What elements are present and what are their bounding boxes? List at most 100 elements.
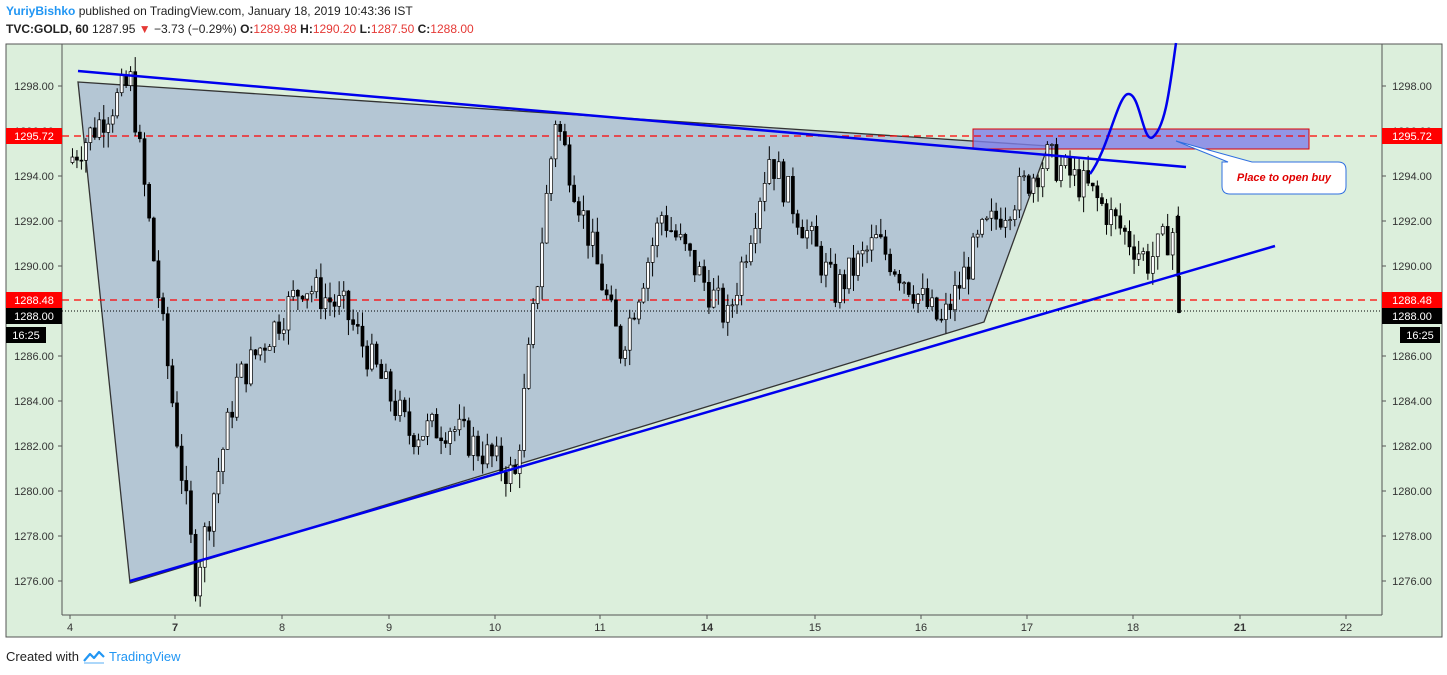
candle-body <box>948 303 953 311</box>
candle-body <box>452 429 457 432</box>
candle-body <box>175 402 179 447</box>
candle-body <box>70 156 75 163</box>
candle-body <box>1113 209 1118 217</box>
candle-body <box>576 201 581 216</box>
candle-body <box>842 274 847 290</box>
down-arrow-icon: ▼ <box>138 22 151 36</box>
candle-body <box>1155 233 1160 257</box>
candle-body <box>791 176 795 215</box>
candle-body <box>379 363 384 379</box>
resistance-trendline[interactable] <box>77 69 1187 169</box>
candle-body <box>346 290 351 321</box>
candle-body <box>544 193 549 244</box>
candle-body <box>305 293 309 300</box>
candle-body <box>341 290 346 297</box>
buy-zone[interactable] <box>972 128 1310 150</box>
time-axis <box>6 615 1442 637</box>
candle-body <box>296 289 300 297</box>
candle-body <box>989 210 994 219</box>
candle-body <box>258 347 263 356</box>
candle-body <box>595 231 600 265</box>
candle-body <box>101 119 106 133</box>
candle-body <box>697 266 702 276</box>
candle-body <box>133 71 138 133</box>
candle-body <box>165 313 170 367</box>
annotation-text: Place to open buy <box>1237 172 1332 184</box>
x-tick-label: 22 <box>1340 622 1352 634</box>
candle-body <box>1146 251 1150 274</box>
candle-body <box>856 253 860 276</box>
candle-body <box>75 156 79 161</box>
right-tick-label: 1290.00 <box>1392 261 1432 273</box>
candle-body <box>309 291 314 295</box>
footer: Created with TradingView <box>6 649 181 664</box>
left-tick-label: 1280.00 <box>14 486 54 498</box>
candle-body <box>930 297 934 307</box>
candle-body <box>650 245 655 263</box>
right-level-box-1295 <box>1382 128 1442 144</box>
candle-body <box>407 411 412 436</box>
candle-body <box>92 127 97 138</box>
candle-body <box>702 266 707 283</box>
candle-body <box>911 294 916 304</box>
candle-body <box>795 213 800 228</box>
candle-body <box>646 262 650 289</box>
candle-body <box>828 261 833 265</box>
tradingview-brand[interactable]: TradingView <box>108 649 181 664</box>
candle-body <box>707 281 711 308</box>
candle-body <box>106 123 111 133</box>
candle-body <box>957 285 962 289</box>
candle-body <box>1086 170 1091 184</box>
candle-body <box>711 289 716 308</box>
candle-body <box>156 260 161 299</box>
candle-body <box>374 343 379 365</box>
right-tick-label: 1278.00 <box>1392 531 1432 543</box>
candle-body <box>558 124 563 132</box>
right-tick-label: 1292.00 <box>1392 216 1432 228</box>
candle-body <box>1081 170 1086 198</box>
candle-body <box>627 317 632 351</box>
high-value: 1290.20 <box>312 22 357 36</box>
x-tick-label: 14 <box>701 622 714 634</box>
candle-body <box>998 218 1003 228</box>
x-tick-label: 10 <box>489 622 501 634</box>
x-tick-label: 9 <box>386 622 392 634</box>
left-time-text: 16:25 <box>12 330 40 342</box>
candle-body <box>1063 156 1068 167</box>
candle-body <box>248 349 253 385</box>
candle-body <box>384 371 388 379</box>
left-level-box-1288 <box>6 308 62 324</box>
candle-body <box>674 230 678 238</box>
candle-body <box>128 71 133 86</box>
candle-body <box>291 289 296 297</box>
open-label: O: <box>240 22 254 36</box>
candle-body <box>906 282 911 295</box>
candle-body <box>678 234 683 238</box>
annotation-callout[interactable]: Place to open buy <box>1175 140 1347 195</box>
candle-body <box>725 305 730 323</box>
author-name[interactable]: YuriyBishko <box>6 4 76 18</box>
candle-body <box>664 215 669 231</box>
projection-curve[interactable] <box>1088 42 1178 175</box>
right-level-labels: 1295.72 1288.48 1288.00 16:25 <box>1382 128 1442 343</box>
candle-body <box>115 92 120 117</box>
candle-body <box>1022 175 1026 178</box>
left-tick-label: 1278.00 <box>14 531 54 543</box>
candle-body <box>1008 219 1012 221</box>
candle-body <box>739 261 744 296</box>
low-value: 1287.50 <box>370 22 415 36</box>
candle-body <box>88 127 93 143</box>
wedge-pattern[interactable] <box>77 81 1049 584</box>
support-trendline[interactable] <box>129 244 1276 583</box>
candle-body <box>786 176 791 203</box>
candle-body <box>1090 182 1095 187</box>
candle-body <box>504 471 508 484</box>
candle-body <box>1050 144 1054 146</box>
candle-body <box>365 345 370 370</box>
candle-body <box>471 435 476 456</box>
candle-body <box>581 210 586 216</box>
candle-body <box>953 285 957 311</box>
candle-body <box>434 413 439 439</box>
candle-body <box>721 287 725 323</box>
